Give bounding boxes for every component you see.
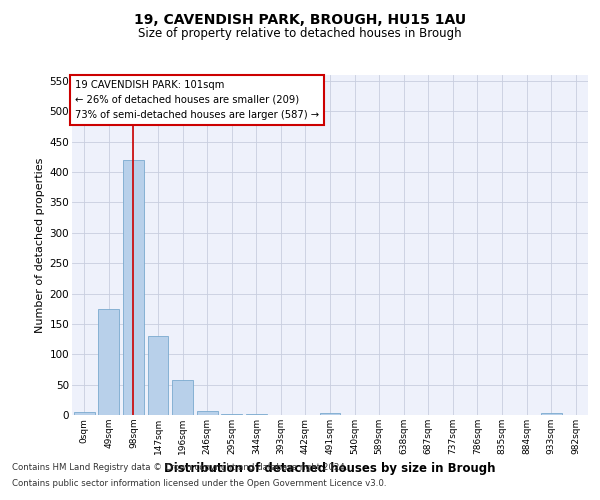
Text: Size of property relative to detached houses in Brough: Size of property relative to detached ho… [138, 28, 462, 40]
Bar [246, 414, 267, 415]
Bar [541, 413, 562, 415]
Text: Contains HM Land Registry data © Crown copyright and database right 2024.: Contains HM Land Registry data © Crown c… [12, 464, 347, 472]
X-axis label: Distribution of detached houses by size in Brough: Distribution of detached houses by size … [164, 462, 496, 475]
Bar [74, 412, 95, 415]
Text: 19 CAVENDISH PARK: 101sqm
← 26% of detached houses are smaller (209)
73% of semi: 19 CAVENDISH PARK: 101sqm ← 26% of detac… [74, 80, 319, 120]
Bar [221, 414, 242, 415]
Bar [172, 380, 193, 415]
Bar [197, 411, 218, 415]
Bar [98, 308, 119, 415]
Text: Contains public sector information licensed under the Open Government Licence v3: Contains public sector information licen… [12, 478, 386, 488]
Bar [123, 160, 144, 415]
Bar [320, 413, 340, 415]
Text: 19, CAVENDISH PARK, BROUGH, HU15 1AU: 19, CAVENDISH PARK, BROUGH, HU15 1AU [134, 12, 466, 26]
Bar [148, 336, 169, 415]
Y-axis label: Number of detached properties: Number of detached properties [35, 158, 46, 332]
